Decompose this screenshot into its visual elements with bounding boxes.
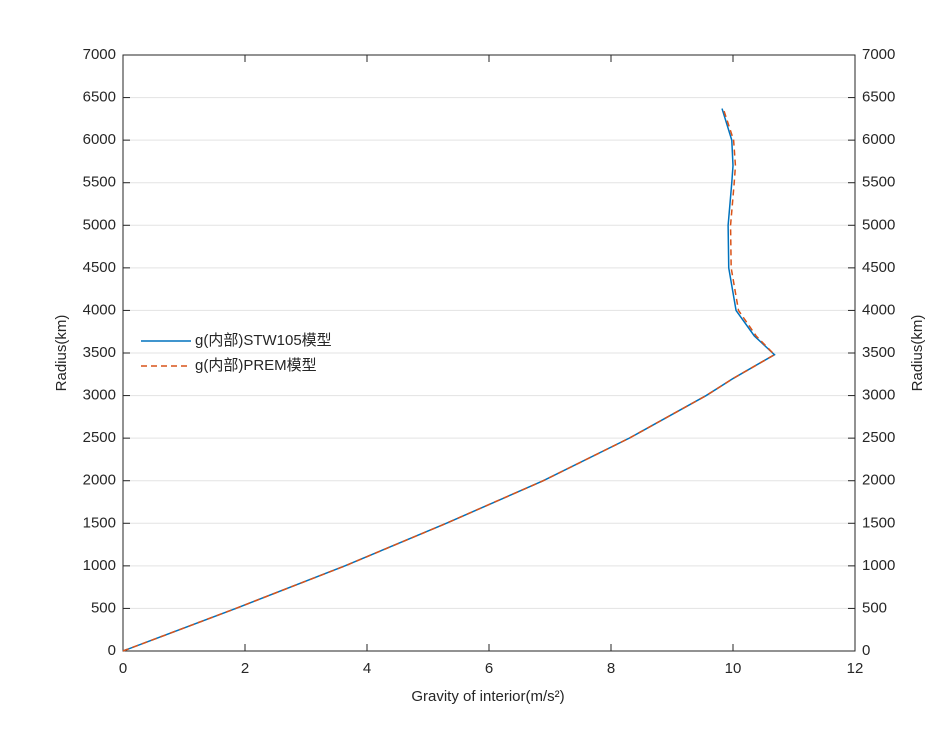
x-tick-label: 4 — [363, 660, 371, 677]
y-tick-label: 6000 — [83, 131, 116, 148]
y2-tick-label: 1000 — [862, 557, 895, 574]
y-tick-label: 5500 — [83, 174, 116, 191]
y2-tick-label: 5000 — [862, 216, 895, 233]
y-tick-label: 2000 — [83, 472, 116, 489]
y2-tick-label: 3000 — [862, 387, 895, 404]
y-tick-label: 6500 — [83, 89, 116, 106]
y2-tick-label: 3500 — [862, 344, 895, 361]
legend-label: g(内部)STW105模型 — [195, 332, 332, 349]
y-tick-label: 4000 — [83, 301, 116, 318]
y-tick-label: 0 — [108, 642, 116, 659]
x-tick-label: 12 — [847, 660, 864, 677]
y2-tick-label: 7000 — [862, 46, 895, 63]
y2-tick-label: 4500 — [862, 259, 895, 276]
y-tick-label: 5000 — [83, 216, 116, 233]
y-tick-label: 1500 — [83, 514, 116, 531]
y2-tick-label: 2500 — [862, 429, 895, 446]
y-tick-label: 3000 — [83, 387, 116, 404]
series-line — [122, 108, 776, 652]
x-tick-label: 2 — [241, 660, 249, 677]
y2-tick-label: 4000 — [862, 301, 895, 318]
y2-tick-label: 0 — [862, 642, 870, 659]
y2-axis-label: Radius(km) — [909, 315, 926, 392]
x-axis-label: Gravity of interior(m/s²) — [411, 688, 564, 705]
y-tick-label: 3500 — [83, 344, 116, 361]
y2-tick-label: 6500 — [862, 89, 895, 106]
x-tick-label: 0 — [119, 660, 127, 677]
y-tick-label: 1000 — [83, 557, 116, 574]
x-tick-label: 10 — [725, 660, 742, 677]
y-tick-label: 2500 — [83, 429, 116, 446]
y-tick-label: 7000 — [83, 46, 116, 63]
axes-box — [122, 54, 856, 652]
y-axis-label: Radius(km) — [53, 315, 70, 392]
y2-tick-label: 5500 — [862, 174, 895, 191]
x-tick-label: 6 — [485, 660, 493, 677]
y2-tick-label: 6000 — [862, 131, 895, 148]
y-tick-label: 4500 — [83, 259, 116, 276]
y2-tick-label: 2000 — [862, 472, 895, 489]
y2-tick-label: 1500 — [862, 514, 895, 531]
legend-label: g(内部)PREM模型 — [195, 357, 317, 374]
y2-tick-label: 500 — [862, 599, 887, 616]
y-tick-label: 500 — [91, 599, 116, 616]
x-tick-label: 8 — [607, 660, 615, 677]
